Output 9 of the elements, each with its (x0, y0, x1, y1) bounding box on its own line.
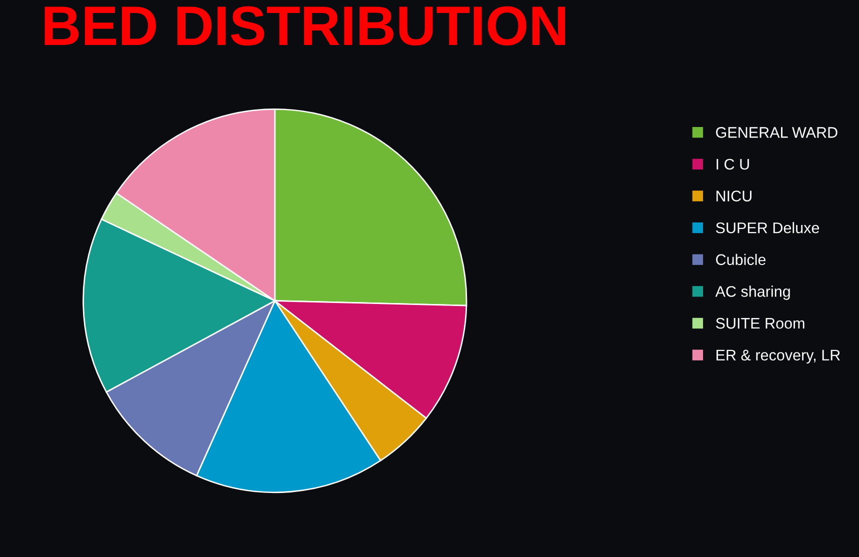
legend-label: GENERAL WARD (716, 127, 838, 138)
legend-label: SUPER Deluxe (716, 222, 820, 234)
legend-label: AC sharing (715, 286, 790, 300)
legend-label: ER & recovery, LR (716, 350, 840, 364)
legend-label: I C U (716, 158, 749, 170)
legend-label: SUITE Room (716, 318, 804, 329)
legend-label: Cubicle (716, 254, 766, 266)
legend-label: NICU (716, 190, 752, 202)
chart-title: BED DISTRIBUTION (44, 6, 566, 46)
